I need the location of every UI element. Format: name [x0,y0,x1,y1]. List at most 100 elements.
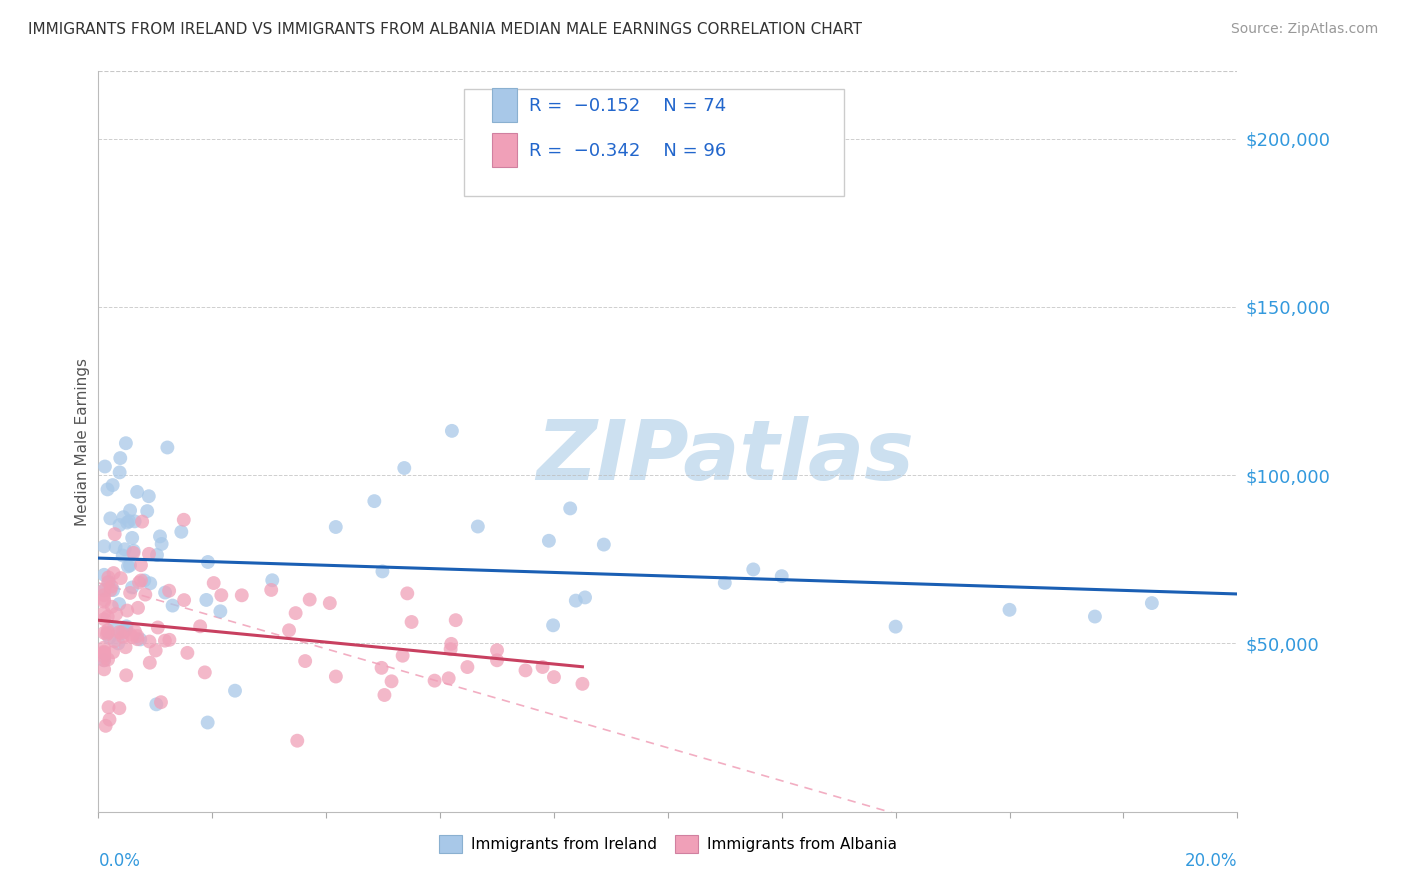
Point [146,548,169,562]
Point [97,700,120,714]
Point [571,677,593,691]
Point [115,668,138,682]
Point [486,653,509,667]
Point [195,593,218,607]
Point [93,646,115,660]
Point [93,583,115,598]
Point [93,612,115,626]
Point [101,599,124,614]
Point [108,701,131,715]
Point [515,664,537,678]
Point [96,627,118,641]
Point [202,576,225,591]
Point [97,625,120,640]
Point [118,558,141,573]
Point [537,533,560,548]
Point [93,539,115,553]
Point [531,660,554,674]
Point [197,555,219,569]
Point [209,588,232,602]
Point [121,630,143,644]
Point [93,662,115,676]
Point [139,576,162,591]
Point [114,542,136,557]
Point [149,529,172,543]
Point [120,503,142,517]
Point [93,606,115,620]
Point [114,640,136,655]
Point [770,569,793,583]
Text: R =  −0.152    N = 74: R = −0.152 N = 74 [529,97,725,115]
Point [128,575,150,590]
Text: Source: ZipAtlas.com: Source: ZipAtlas.com [1230,22,1378,37]
Point [93,588,115,602]
Point [149,695,172,709]
Point [97,575,120,590]
Legend: Immigrants from Ireland, Immigrants from Albania: Immigrants from Ireland, Immigrants from… [433,829,903,860]
Point [93,640,115,655]
Point [467,519,489,533]
Point [173,513,195,527]
Point [170,524,193,539]
Point [110,571,132,585]
Point [209,604,232,618]
Point [97,652,120,666]
Point [543,670,565,684]
Point [110,625,132,640]
Point [115,436,138,450]
Point [127,600,149,615]
Point [565,593,588,607]
Point [440,637,463,651]
Point [294,654,316,668]
Point [120,627,142,641]
Point [103,634,125,648]
Point [444,613,467,627]
Point [115,619,138,633]
Point [714,575,737,590]
Point [107,636,129,650]
Point [93,653,115,667]
Y-axis label: Median Male Earnings: Median Male Earnings [75,358,90,525]
Point [541,618,564,632]
Point [284,606,307,620]
Point [150,537,173,551]
Point [176,646,198,660]
Point [127,632,149,647]
Point [401,615,423,629]
Point [93,645,115,659]
Point [124,624,146,639]
Point [197,715,219,730]
Point [138,547,160,561]
Point [112,624,135,638]
Point [97,609,120,624]
Point [118,514,141,528]
Point [157,583,180,598]
Point [100,582,122,597]
Point [101,583,124,598]
Point [115,516,138,530]
Point [122,546,145,560]
Point [145,698,167,712]
Point [188,619,211,633]
Point [124,514,146,528]
Point [396,586,419,600]
Point [884,619,907,633]
Point [560,501,582,516]
Point [139,656,162,670]
Point [156,441,179,455]
Point [370,661,392,675]
Point [101,478,124,492]
Point [121,531,143,545]
Point [111,626,134,640]
Point [114,623,136,637]
Point [298,592,321,607]
Point [486,643,509,657]
Point [194,665,217,680]
Point [592,538,614,552]
Point [437,671,460,685]
Point [111,630,134,644]
Point [94,719,117,733]
Point [93,646,115,660]
Text: 20.0%: 20.0% [1185,853,1237,871]
Point [98,631,121,645]
